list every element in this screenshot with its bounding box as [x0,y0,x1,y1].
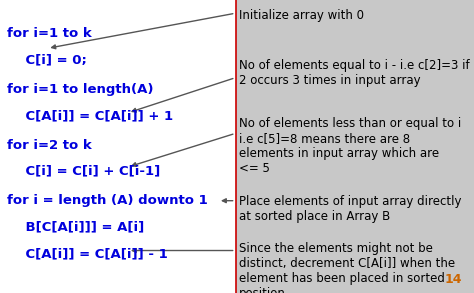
Text: 14: 14 [445,273,462,286]
Text: Since the elements might not be
distinct, decrement C[A[i]] when the
element has: Since the elements might not be distinct… [239,242,456,293]
Text: No of elements less than or equal to i
i.e c[5]=8 means there are 8
elements in : No of elements less than or equal to i i… [239,117,462,175]
Bar [0,0,236,293]
Text: Initialize array with 0: Initialize array with 0 [239,9,365,22]
Text: C[A[i]] = C[A[i]] - 1: C[A[i]] = C[A[i]] - 1 [7,247,168,260]
Text: C[i] = C[i] + C[i-1]: C[i] = C[i] + C[i-1] [7,165,160,178]
Text: C[i] = 0;: C[i] = 0; [7,54,87,67]
Text: B[C[A[i]]] = A[i]: B[C[A[i]]] = A[i] [7,221,145,234]
Text: Place elements of input array directly
at sorted place in Array B: Place elements of input array directly a… [239,195,462,223]
Text: No of elements equal to i - i.e c[2]=3 if
2 occurs 3 times in input array: No of elements equal to i - i.e c[2]=3 i… [239,59,470,87]
Text: for i=1 to length(A): for i=1 to length(A) [7,83,154,96]
Text: C[A[i]] = C[A[i]] + 1: C[A[i]] = C[A[i]] + 1 [7,109,173,122]
Text: for i=1 to k: for i=1 to k [7,27,92,40]
Text: for i=2 to k: for i=2 to k [7,139,92,151]
Text: for i = length (A) downto 1: for i = length (A) downto 1 [7,194,208,207]
